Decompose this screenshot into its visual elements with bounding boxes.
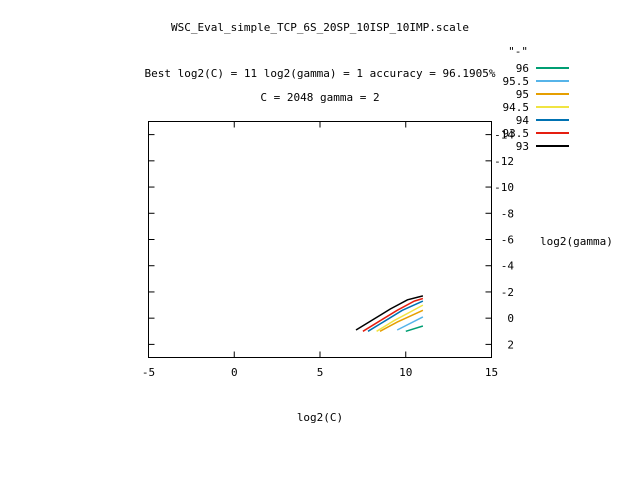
series-group [355, 295, 424, 333]
y-axis: -14 -12 -10 -8 -6 -4 -2 0 2 [148, 129, 515, 351]
y-tick-label: -4 [501, 260, 515, 273]
series-line-95_5 [396, 316, 424, 331]
x-tick-label: 0 [231, 366, 238, 379]
y-tick-label: -10 [494, 181, 514, 194]
y-tick-label: -2 [501, 286, 514, 299]
series-line-94 [367, 300, 424, 332]
series-line-94_5 [376, 304, 424, 332]
x-tick-label: -5 [142, 366, 155, 379]
chart-subtitle-params: C = 2048 gamma = 2 [260, 91, 379, 104]
legend-label: 93.5 [503, 127, 530, 140]
y-tick-label: -12 [494, 155, 514, 168]
y-tick-label: -8 [501, 207, 514, 220]
plot-frame [148, 121, 492, 358]
legend-label: 96 [516, 62, 529, 75]
y-axis-label: log2(gamma) [540, 235, 613, 248]
chart-subtitle-best: Best log2(C) = 11 log2(gamma) = 1 accura… [145, 67, 496, 80]
x-tick-label: 5 [317, 366, 324, 379]
legend-title: "-" [508, 45, 528, 58]
legend-label: 93 [516, 140, 529, 153]
y-tick-label: 2 [507, 338, 514, 351]
series-line-93_5 [362, 297, 424, 332]
x-axis-label: log2(C) [297, 411, 343, 424]
x-tick-label: 15 [485, 366, 498, 379]
legend-label: 94 [516, 114, 530, 127]
y-tick-label: -6 [501, 234, 514, 247]
legend-label: 95.5 [503, 75, 530, 88]
x-tick-label: 10 [399, 366, 412, 379]
x-axis: -5 0 5 10 15 [142, 121, 498, 379]
series-line-96 [405, 325, 424, 333]
legend-label: 94.5 [503, 101, 530, 114]
series-line-95 [379, 309, 424, 332]
chart-title: WSC_Eval_simple_TCP_6S_20SP_10ISP_10IMP.… [171, 21, 469, 34]
y-tick-label: -14 [494, 129, 514, 142]
y-tick-label: 0 [507, 312, 514, 325]
legend-label: 95 [516, 88, 529, 101]
series-line-93 [355, 295, 424, 331]
